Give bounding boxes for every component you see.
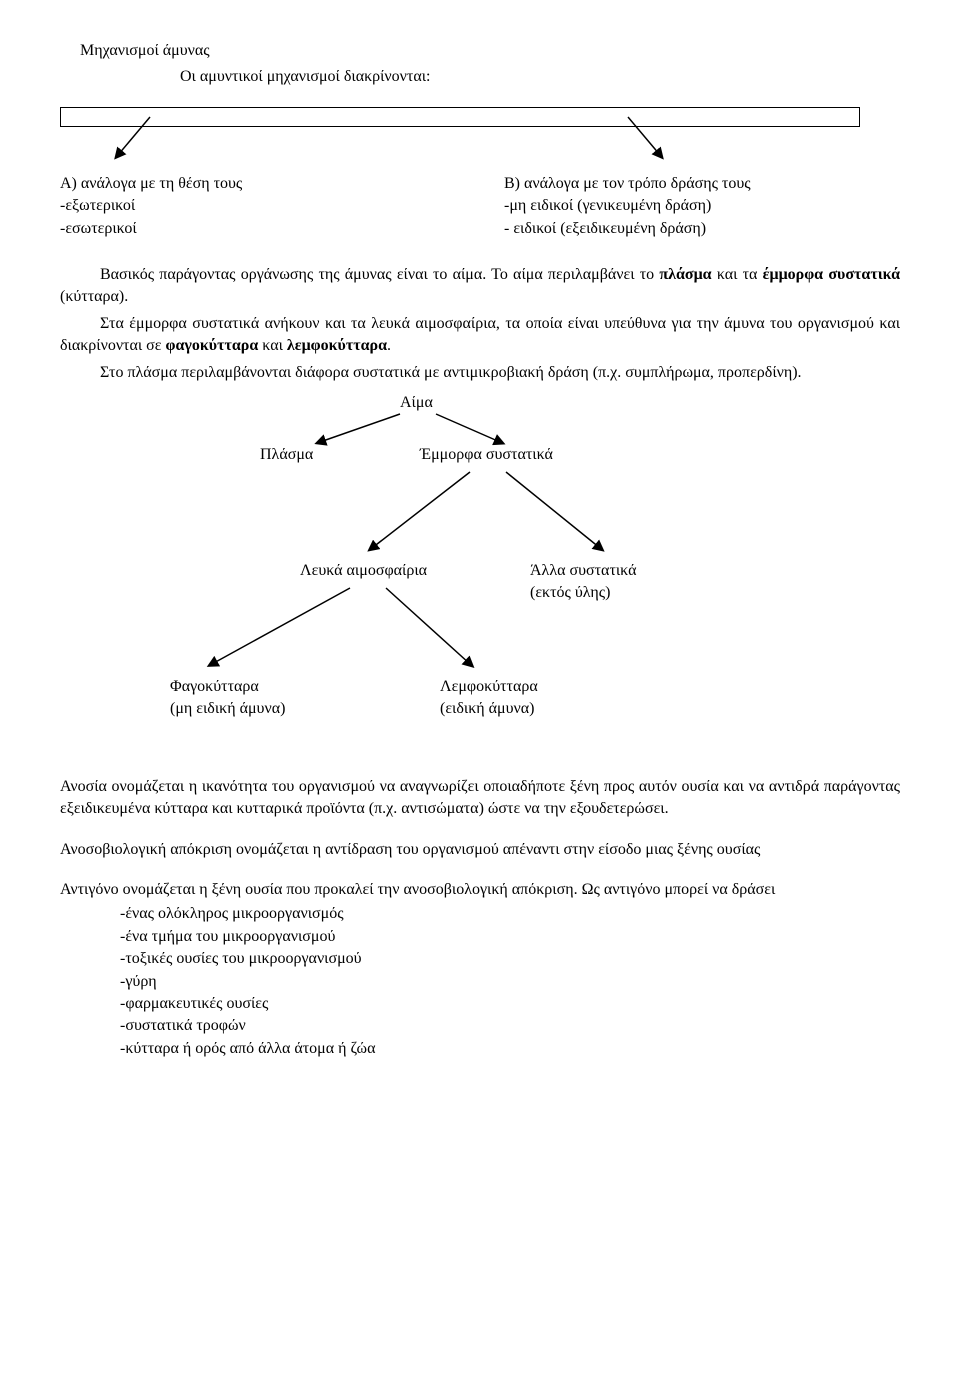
arrow-right-icon — [620, 113, 670, 163]
node-fago-line2: (μη ειδική άμυνα) — [170, 698, 285, 720]
paragraph-2: Στα έμμορφα συστατικά ανήκουν και τα λευ… — [60, 313, 900, 358]
tree-arrow-6-icon — [380, 584, 500, 674]
para2-b: και — [258, 337, 287, 354]
list-item-1: -ένας ολόκληρος μικροοργανισμός — [120, 903, 900, 925]
node-lemfo-line2: (ειδική άμυνα) — [440, 698, 538, 720]
tree-arrow-1-icon — [310, 410, 410, 450]
definition-anosia: Ανοσία ονομάζεται η ικανότητα του οργανι… — [60, 776, 900, 821]
page-title: Μηχανισμοί άμυνας — [80, 40, 900, 62]
list-item-6: -συστατικά τροφών — [120, 1015, 900, 1037]
divider-box-with-arrows — [60, 107, 900, 163]
tree-arrow-4-icon — [500, 468, 620, 558]
classification-columns: Α) ανάλογα με τη θέση τους -εξωτερικοί -… — [60, 173, 900, 240]
node-plasma: Πλάσμα — [260, 444, 313, 466]
para2-c: . — [387, 337, 391, 354]
list-item-3: -τοξικές ουσίες του μικροοργανισμού — [120, 948, 900, 970]
list-item-5: -φαρμακευτικές ουσίες — [120, 993, 900, 1015]
para2-bold2: λεμφοκύτταρα — [287, 337, 387, 354]
list-item-4: -γύρη — [120, 971, 900, 993]
node-alla-line1: Άλλα συστατικά — [530, 560, 636, 582]
para1-bold1: πλάσμα — [659, 266, 711, 283]
col-a-item1: -εξωτερικοί — [60, 195, 456, 217]
node-lemfo: Λεμφοκύτταρα (ειδική άμυνα) — [440, 676, 538, 721]
page-subtitle: Οι αμυντικοί μηχανισμοί διακρίνονται: — [180, 66, 900, 88]
definition-apokrisi: Ανοσοβιολογική απόκριση ονομάζεται η αντ… — [60, 839, 900, 861]
tree-arrow-3-icon — [360, 468, 480, 558]
blood-tree-diagram: Αίμα Πλάσμα Έμμορφα συστατικά Λευκά αιμο… — [60, 392, 900, 752]
paragraph-1: Βασικός παράγοντας οργάνωσης της άμυνας … — [60, 264, 900, 309]
col-b-item1: -μη ειδικοί (γενικευμένη δράση) — [504, 195, 900, 217]
tree-arrow-5-icon — [200, 584, 360, 674]
divider-box — [60, 107, 860, 127]
para2-bold1: φαγοκύτταρα — [166, 337, 259, 354]
column-b: Β) ανάλογα με τον τρόπο δράσης τους -μη … — [504, 173, 900, 240]
para1-b: και τα — [712, 266, 763, 283]
definition-antigono: Αντιγόνο ονομάζεται η ξένη ουσία που προ… — [60, 879, 900, 901]
col-a-item2: -εσωτερικοί — [60, 218, 456, 240]
para1-bold2: έμμορφα συστατικά — [763, 266, 900, 283]
node-leuka: Λευκά αιμοσφαίρια — [300, 560, 427, 582]
node-fago-line1: Φαγοκύτταρα — [170, 676, 285, 698]
node-lemfo-line1: Λεμφοκύτταρα — [440, 676, 538, 698]
list-item-2: -ένα τμήμα του μικροοργανισμού — [120, 926, 900, 948]
node-emmorfa: Έμμορφα συστατικά — [420, 444, 553, 466]
col-a-heading: Α) ανάλογα με τη θέση τους — [60, 173, 456, 195]
para1-a: Βασικός παράγοντας οργάνωσης της άμυνας … — [100, 266, 659, 283]
node-alla-line2: (εκτός ύλης) — [530, 582, 636, 604]
para1-c: (κύτταρα). — [60, 288, 128, 305]
paragraph-3: Στο πλάσμα περιλαμβάνονται διάφορα συστα… — [60, 362, 900, 384]
node-alla: Άλλα συστατικά (εκτός ύλης) — [530, 560, 636, 605]
col-b-item2: - ειδικοί (εξειδικευμένη δράση) — [504, 218, 900, 240]
node-fago: Φαγοκύτταρα (μη ειδική άμυνα) — [170, 676, 285, 721]
arrow-left-icon — [110, 113, 160, 163]
col-b-heading: Β) ανάλογα με τον τρόπο δράσης τους — [504, 173, 900, 195]
column-a: Α) ανάλογα με τη θέση τους -εξωτερικοί -… — [60, 173, 456, 240]
list-item-7: -κύτταρα ή ορός από άλλα άτομα ή ζώα — [120, 1038, 900, 1060]
